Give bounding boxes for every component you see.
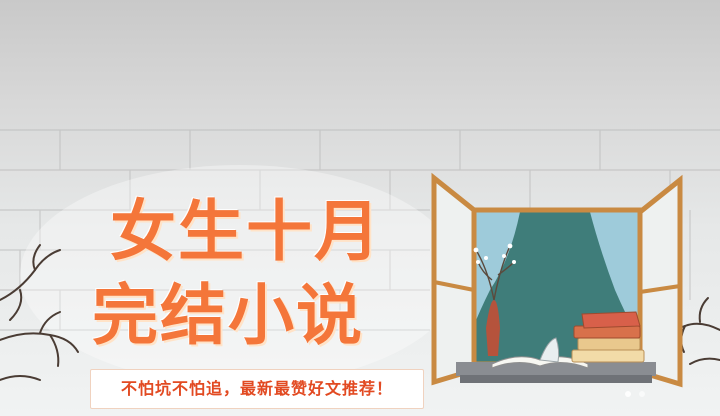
window-sill	[456, 362, 656, 376]
carousel-indicator[interactable]	[620, 388, 680, 400]
banner-tagline: 不怕坑不怕追，最新最赞好文推荐！	[90, 369, 424, 409]
curtain-left	[472, 212, 520, 330]
banner-title-line2: 完结小说	[92, 277, 364, 354]
curtain-right	[590, 212, 640, 340]
banner-title-line1: 女生十月	[110, 193, 382, 270]
